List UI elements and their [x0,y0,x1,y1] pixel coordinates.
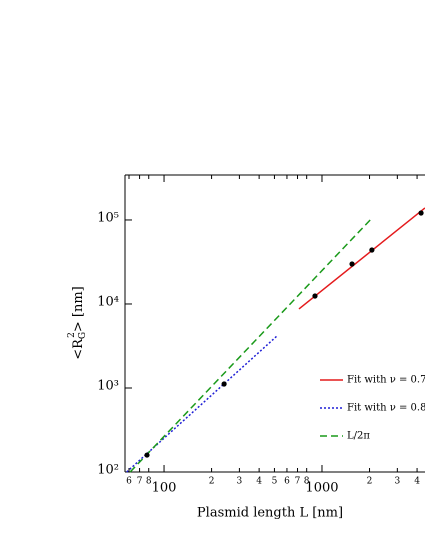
y-label-sub: G [78,332,88,339]
x-tick-label: 7 [137,477,143,487]
y-axis-label: <RG2> [nm] [67,286,88,360]
x-tick-label: 8 [304,477,310,487]
legend-label: Fit with ν = 0.8 [347,403,425,414]
data-point [369,247,375,253]
x-tick-label: 100 [152,481,177,496]
series-line [298,207,425,310]
y-tick-label: 10³ [97,378,119,393]
y-tick-label: 10² [97,463,119,478]
y-label-rest: > [nm] [71,286,86,332]
x-axis-label: Plasmid length L [nm] [197,506,343,521]
x-tick-label: 6 [284,477,290,487]
x-tick-label: 6 [126,477,132,487]
data-point [221,381,227,387]
legend-label: L/2π [347,431,370,442]
x-tick-label: 7 [295,477,301,487]
y-tick-label: 10⁴ [97,294,119,309]
data-point [312,293,318,299]
data-point [349,261,355,267]
series-line [126,335,278,473]
x-tick-label: 8 [146,477,152,487]
x-tick-label: 1000 [305,481,338,496]
x-tick-label: 5 [272,477,278,487]
x-tick-label: 4 [414,477,420,487]
data-point [418,210,424,216]
data-point [144,452,150,458]
legend-label: Fit with ν = 0.7 [347,375,425,386]
x-tick-label: 2 [367,477,373,487]
y-label-sup: 2 [67,332,77,338]
x-tick-label: 4 [256,477,262,487]
x-tick-label: 3 [237,477,243,487]
x-tick-label: 3 [394,477,400,487]
y-label-base: <R [71,338,86,360]
y-tick-label: 10⁵ [97,210,119,225]
x-tick-label: 2 [209,477,215,487]
series-line [129,217,373,473]
